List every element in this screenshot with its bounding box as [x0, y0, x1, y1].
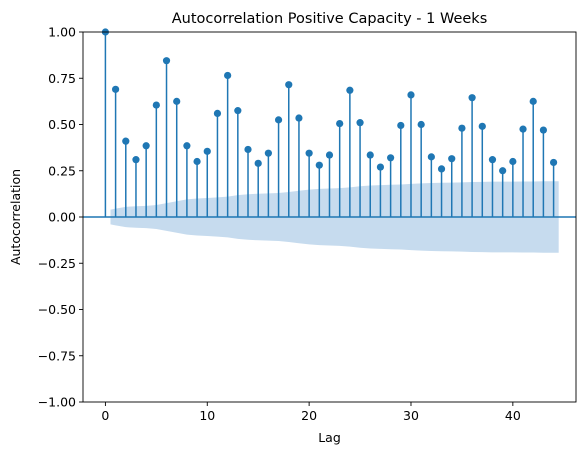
acf-point: [203, 147, 211, 155]
plot-area: [82, 28, 577, 403]
x-tick-label: 0: [101, 408, 109, 423]
acf-point: [325, 151, 334, 159]
acf-point: [427, 153, 435, 161]
acf-point: [437, 165, 446, 173]
acf-point: [499, 167, 507, 175]
acf-point: [264, 149, 272, 157]
y-tick-label: −0.50: [38, 302, 76, 317]
acf-point: [407, 91, 415, 99]
acf-point: [173, 97, 181, 105]
acf-point: [549, 158, 558, 167]
acf-point: [539, 126, 548, 134]
acf-point: [397, 121, 405, 130]
y-tick-label: 0.50: [48, 117, 76, 132]
y-tick-label: 0.75: [48, 71, 76, 86]
acf-point: [366, 151, 374, 159]
x-tick-label: 40: [505, 408, 521, 423]
acf-point: [336, 119, 344, 128]
acf-point: [509, 157, 517, 166]
acf-point: [285, 81, 293, 89]
x-axis-label: Lag: [318, 430, 341, 445]
y-tick-label: 0.00: [48, 210, 76, 225]
acf-point: [224, 71, 232, 80]
acf-point: [305, 149, 313, 157]
x-axis-ticks: 0 10 20 30 40: [101, 402, 521, 423]
acf-point: [448, 155, 456, 163]
acf-point: [254, 159, 262, 167]
acf-point: [132, 156, 140, 164]
acf-point: [346, 86, 354, 94]
y-tick-label: −0.75: [38, 348, 76, 363]
acf-point: [478, 122, 486, 130]
x-tick-label: 10: [199, 408, 215, 423]
acf-point: [376, 163, 385, 171]
acf-point: [295, 114, 303, 122]
y-axis-label: Autocorrelation: [8, 169, 23, 265]
acf-point: [152, 101, 160, 109]
y-tick-label: −0.25: [38, 256, 76, 271]
acf-point: [519, 125, 527, 133]
acf-point: [193, 157, 201, 166]
chart-title: Autocorrelation Positive Capacity - 1 We…: [172, 11, 488, 27]
acf-point: [468, 94, 476, 102]
y-tick-label: −1.00: [38, 395, 76, 410]
acf-point: [122, 137, 130, 145]
acf-point: [387, 154, 395, 162]
acf-point: [183, 142, 191, 150]
acf-point: [244, 145, 252, 154]
y-axis-ticks: −1.00 −0.75 −0.50 −0.25 0.00 0.25 0.50 0.75 1.00: [38, 25, 83, 410]
acf-point: [111, 85, 120, 93]
x-tick-label: 30: [403, 408, 419, 423]
y-tick-label: 1.00: [48, 25, 76, 40]
acf-point: [162, 57, 171, 65]
acf-point: [315, 161, 323, 169]
x-tick-label: 20: [301, 408, 317, 423]
acf-point: [274, 116, 283, 124]
acf-point: [417, 120, 425, 129]
acf-point: [213, 109, 222, 117]
acf-point: [488, 156, 497, 164]
acf-point: [356, 119, 364, 127]
acf-point: [142, 142, 150, 150]
acf-point: [458, 124, 466, 132]
acf-point: [529, 97, 537, 105]
y-tick-label: 0.25: [48, 163, 76, 178]
acf-point: [234, 107, 242, 115]
